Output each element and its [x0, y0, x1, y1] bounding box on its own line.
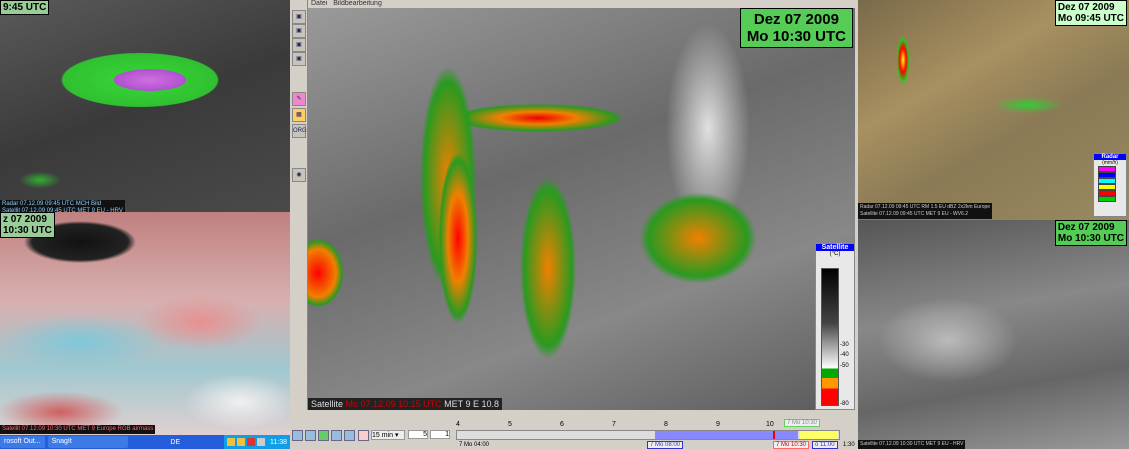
- legend-tick: -80: [840, 401, 849, 407]
- stop-icon[interactable]: [305, 430, 316, 441]
- selected-range[interactable]: [655, 431, 798, 439]
- layer-icon[interactable]: ▣: [292, 52, 306, 66]
- swiss-radar-panel[interactable]: 9:45 UTC Radar 07.12.09 09:45 UTC MCH Bi…: [0, 0, 290, 216]
- taskbar-outlook[interactable]: rosoft Out...: [0, 436, 45, 448]
- hour-tick: 5: [508, 421, 512, 428]
- tray-icon[interactable]: [227, 438, 235, 446]
- info-line: Satellite Mo 07.12.09 10:15 UTC MET 9 E …: [308, 398, 502, 410]
- legend-unit: (°C): [829, 251, 841, 257]
- info-radar: Radar 07.12.09 09:45 UTC RM 1.5 EU dBZ 2…: [860, 204, 991, 210]
- taskbar: rosoft Out... SnagIt DE 11:38: [0, 435, 290, 449]
- date: z 07 2009: [3, 214, 47, 225]
- hrv-panel[interactable]: Dez 07 2009 Mo 10:30 UTC Satellite 07.12.…: [858, 220, 1129, 449]
- date-stamp: Dez 07 2009 Mo 10:30 UTC: [739, 8, 853, 48]
- date-stamp: Dez 07 2009 Mo 10:30 UTC: [1054, 220, 1127, 246]
- tool-column: ▣ ▣ ▣ ▣ ✎ ▦ ORG ◉: [290, 0, 308, 410]
- airmass-panel[interactable]: z 07 2009 10:30 UTC Satellit 07.12.09 10:…: [0, 212, 290, 435]
- radar-legend: Radar (mm/h): [1093, 153, 1127, 217]
- legend-swatch: [1098, 184, 1116, 190]
- info-time: Mo 07.12.09 10:15 UTC: [345, 399, 442, 409]
- info-source: MET 9 E 10.8: [444, 399, 499, 409]
- legend-tick: -30: [840, 342, 849, 348]
- legend-colorbar: [821, 268, 839, 406]
- layer-icon[interactable]: ▣: [292, 10, 306, 24]
- info-line: Radar 07.12.09 09:45 UTC RM 1.5 EU dBZ 2…: [858, 203, 993, 219]
- info-satellite: Satellite 07.12.09 09:45 UTC MET 9 EU - …: [860, 211, 969, 217]
- hour-tick: 8: [664, 421, 668, 428]
- time: Mo 09:45 UTC: [1057, 13, 1124, 24]
- step-forward-icon[interactable]: [344, 430, 355, 441]
- tray-icon[interactable]: [257, 438, 265, 446]
- legend-unit: (mm/h): [1102, 160, 1118, 166]
- legend-swatch: [1098, 190, 1116, 196]
- current-time-label: 7 Mo 10:30: [773, 441, 810, 449]
- date: Dez 07 2009: [1057, 2, 1115, 13]
- globe-icon[interactable]: ◉: [292, 168, 306, 182]
- interval-value: 15 min: [372, 432, 394, 439]
- pause-icon[interactable]: [331, 430, 342, 441]
- info-radar: Radar 07.12.09 09:45 UTC MCH Bild: [2, 201, 102, 207]
- image-icon[interactable]: ▦: [292, 108, 306, 122]
- current-time-top: 7 Mo 10:30: [784, 419, 821, 427]
- menu-bar: Datei Bildbearbeitung: [308, 0, 385, 8]
- hour-tick: 4: [456, 421, 460, 428]
- legend-swatch: [1098, 166, 1116, 172]
- legend-swatches: [1094, 166, 1126, 202]
- palette-icon[interactable]: ✎: [292, 92, 306, 106]
- menu-bildbearbeitung[interactable]: Bildbearbeitung: [333, 0, 382, 7]
- date-stamp: z 07 2009 10:30 UTC: [0, 212, 55, 238]
- timeline-slider[interactable]: [456, 430, 840, 440]
- legend-title: Radar: [1094, 154, 1126, 160]
- time: Mo 10:30 UTC: [746, 28, 846, 45]
- info-label: Satellite: [311, 399, 344, 409]
- tray-icon[interactable]: [247, 438, 255, 446]
- info-line: Satellite 07.12.09 10:30 UTC MET 9 EU - …: [858, 440, 966, 449]
- system-tray: 11:38: [224, 435, 290, 449]
- hour-tick: 9: [716, 421, 720, 428]
- range-start-label: 7 Mo 08:00: [647, 441, 684, 449]
- timeline-bar: 15 min ▾ 5 1 4 5 6 7 8 9 10 7 Mo 10:30 7…: [290, 410, 858, 449]
- time: 10:30 UTC: [3, 225, 52, 236]
- info-line: Satellit 07.12.09 10:30 UTC MET 9 Europe…: [0, 425, 156, 434]
- current-time-marker[interactable]: [773, 431, 775, 439]
- legend-swatch: [1098, 196, 1116, 202]
- legend-tick: -40: [840, 352, 849, 358]
- legend-tick: -50: [840, 363, 849, 369]
- clock: 11:38: [270, 438, 287, 446]
- refresh-icon[interactable]: [358, 430, 369, 441]
- step-spinner[interactable]: 5: [408, 430, 428, 439]
- interval-select[interactable]: 15 min ▾: [371, 430, 405, 440]
- tray-icon[interactable]: [237, 438, 245, 446]
- date: Dez 07 2009: [1057, 222, 1115, 233]
- hour-tick: 6: [560, 421, 564, 428]
- date-stamp: Dez 07 2009 Mo 09:45 UTC: [1054, 0, 1127, 26]
- play-icon[interactable]: [318, 430, 329, 441]
- date: Dez 07 2009: [753, 11, 839, 28]
- time-stamp: 9:45 UTC: [0, 0, 50, 15]
- count-spinner[interactable]: 1: [430, 430, 450, 439]
- hour-tick: 7: [612, 421, 616, 428]
- forecast-range: [800, 431, 838, 439]
- menu-datei[interactable]: Datei: [311, 0, 328, 7]
- start-label: 7 Mo 04:00: [459, 442, 490, 448]
- org-button[interactable]: ORG: [292, 124, 307, 138]
- legend-swatch: [1098, 172, 1116, 178]
- radar-wv-panel[interactable]: Dez 07 2009 Mo 09:45 UTC Radar (mm/h) Rad…: [858, 0, 1129, 220]
- layer-icon[interactable]: ▣: [292, 38, 306, 52]
- legend-title: Satellite: [816, 244, 854, 251]
- hour-tick: 10: [766, 421, 774, 428]
- satellite-legend: Satellite (°C) -30 -40 -50 -80: [815, 243, 855, 410]
- range-end-label: o 11:00: [812, 441, 838, 449]
- taskbar-snagit[interactable]: SnagIt: [47, 436, 128, 448]
- legend-swatch: [1098, 178, 1116, 184]
- info-satellite: Satellit 07.12.09 09:45 UTC MET 9 EU - H…: [2, 208, 123, 214]
- language-indicator[interactable]: DE: [170, 438, 181, 446]
- time: Mo 10:30 UTC: [1057, 233, 1124, 244]
- layer-icon[interactable]: ▣: [292, 24, 306, 38]
- end-label: 1:30: [843, 442, 855, 448]
- satellite-map[interactable]: Dez 07 2009 Mo 10:30 UTC Satellite Mo 07.…: [308, 8, 855, 410]
- step-back-icon[interactable]: [292, 430, 303, 441]
